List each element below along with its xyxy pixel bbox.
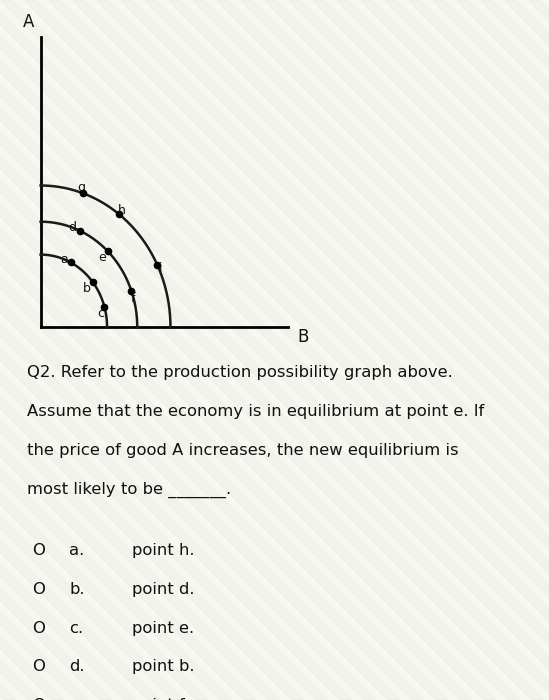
Polygon shape: [0, 0, 256, 700]
Polygon shape: [528, 0, 549, 700]
Text: O: O: [32, 582, 45, 597]
Polygon shape: [0, 0, 208, 700]
Text: d.: d.: [69, 659, 85, 674]
Text: O: O: [32, 698, 45, 700]
Polygon shape: [0, 0, 232, 700]
Polygon shape: [0, 0, 424, 700]
Text: i: i: [159, 262, 162, 274]
Text: A: A: [23, 13, 34, 31]
Polygon shape: [0, 0, 376, 700]
Text: point e.: point e.: [132, 621, 194, 636]
Polygon shape: [144, 0, 549, 700]
Text: e: e: [98, 251, 106, 264]
Polygon shape: [288, 0, 549, 700]
Text: a: a: [60, 253, 68, 266]
Polygon shape: [336, 0, 549, 700]
Polygon shape: [264, 0, 549, 700]
Text: most likely to be _______.: most likely to be _______.: [27, 482, 231, 498]
Polygon shape: [0, 0, 88, 700]
Polygon shape: [0, 0, 40, 700]
Polygon shape: [0, 0, 160, 700]
Text: g: g: [77, 181, 86, 195]
Polygon shape: [0, 0, 496, 700]
Polygon shape: [312, 0, 549, 700]
Text: point h.: point h.: [132, 543, 195, 559]
Polygon shape: [0, 0, 112, 700]
Polygon shape: [0, 0, 520, 700]
Text: point d.: point d.: [132, 582, 195, 597]
Polygon shape: [0, 0, 184, 700]
Polygon shape: [0, 0, 400, 700]
Polygon shape: [0, 0, 136, 700]
Polygon shape: [192, 0, 549, 700]
Polygon shape: [0, 0, 304, 700]
Polygon shape: [216, 0, 549, 700]
Text: f: f: [131, 292, 136, 304]
Polygon shape: [384, 0, 549, 700]
Text: c: c: [97, 307, 104, 320]
Polygon shape: [0, 0, 448, 700]
Polygon shape: [168, 0, 549, 700]
Polygon shape: [0, 0, 16, 700]
Text: O: O: [32, 621, 45, 636]
Text: point f.: point f.: [132, 698, 189, 700]
Polygon shape: [0, 0, 280, 700]
Text: O: O: [32, 543, 45, 559]
Text: point b.: point b.: [132, 659, 195, 674]
Text: the price of good A increases, the new equilibrium is: the price of good A increases, the new e…: [27, 442, 458, 458]
Text: B: B: [298, 328, 309, 346]
Text: Assume that the economy is in equilibrium at point e. If: Assume that the economy is in equilibriu…: [27, 404, 484, 419]
Polygon shape: [432, 0, 549, 700]
Polygon shape: [456, 0, 549, 700]
Polygon shape: [0, 0, 328, 700]
Text: O: O: [32, 659, 45, 674]
Polygon shape: [120, 0, 549, 700]
Polygon shape: [0, 0, 64, 700]
Polygon shape: [480, 0, 549, 700]
Text: e.: e.: [69, 698, 85, 700]
Polygon shape: [48, 0, 549, 700]
Text: h: h: [118, 204, 126, 217]
Text: c.: c.: [69, 621, 83, 636]
Text: a.: a.: [69, 543, 85, 559]
Polygon shape: [96, 0, 549, 700]
Text: b.: b.: [69, 582, 85, 597]
Polygon shape: [408, 0, 549, 700]
Text: d: d: [69, 221, 76, 234]
Polygon shape: [0, 0, 352, 700]
Polygon shape: [24, 0, 549, 700]
Text: b: b: [83, 282, 91, 295]
Polygon shape: [240, 0, 549, 700]
Polygon shape: [72, 0, 549, 700]
Polygon shape: [0, 0, 472, 700]
Polygon shape: [504, 0, 549, 700]
Polygon shape: [360, 0, 549, 700]
Text: Q2. Refer to the production possibility graph above.: Q2. Refer to the production possibility …: [27, 365, 453, 380]
